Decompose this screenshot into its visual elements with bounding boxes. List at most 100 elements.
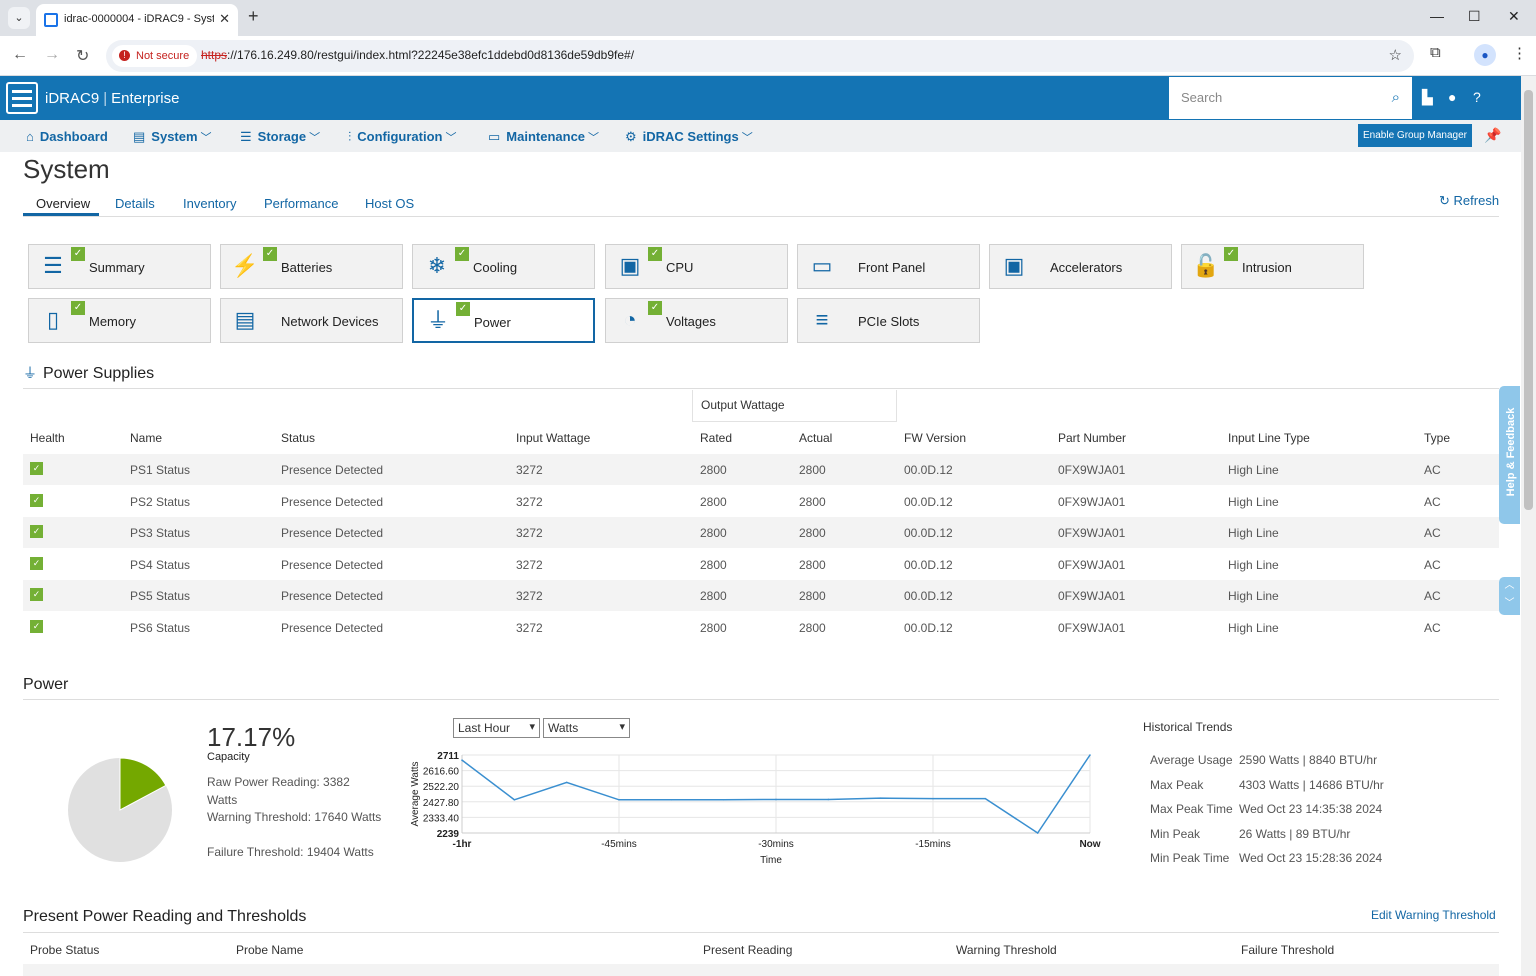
tile-batteries[interactable]: ⚡ ✓ Batteries [220, 244, 403, 289]
cell-rated: 2800 [700, 463, 727, 477]
nav-maintenance[interactable]: ▭ Maintenance ﹀ [488, 129, 600, 144]
tile-label: Batteries [281, 260, 333, 275]
chevron-down-icon: ﹀ [1504, 598, 1515, 609]
tile-label: Network Devices [281, 314, 379, 329]
summary-icon: ☰ [43, 253, 63, 278]
tile-label: Memory [89, 314, 136, 329]
trend-label: Max Peak [1150, 777, 1204, 792]
accelerator-icon: ▣ [1003, 253, 1025, 278]
x-tick-label: -45mins [601, 839, 637, 850]
url-field[interactable]: ! Not secure https://176.16.249.80/restg… [106, 40, 1414, 72]
cell-fw: 00.0D.12 [904, 589, 953, 603]
nav-dashboard[interactable]: ⌂ Dashboard [26, 129, 108, 144]
vertical-scrollbar[interactable] [1521, 76, 1536, 976]
y-tick-label: 2239 [437, 829, 460, 840]
col-fw-version: FW Version [904, 431, 967, 445]
cell-part: 0FX9WJA01 [1058, 557, 1126, 572]
maximize-icon[interactable]: ☐ [1468, 8, 1481, 24]
idrac-brand: iDRAC9 | Enterprise [45, 90, 180, 107]
close-tab-icon[interactable]: ✕ [219, 11, 230, 26]
reload-icon[interactable]: ↻ [76, 48, 90, 65]
browser-tab-title: idrac-0000004 - iDRAC9 - System [64, 13, 214, 25]
nav-system[interactable]: ▤ System ﹀ [133, 129, 212, 144]
tile-front-panel[interactable]: ▭ Front Panel [797, 244, 980, 289]
tab-inventory[interactable]: Inventory [183, 196, 237, 211]
battery-icon: ⚡ [231, 253, 259, 278]
back-icon[interactable]: ← [12, 46, 28, 63]
tab-performance[interactable]: Performance [264, 196, 339, 211]
health-ok-icon: ✓ [71, 247, 85, 261]
cell-actual: 2800 [799, 557, 826, 572]
tile-network-devices[interactable]: ▤ Network Devices [220, 298, 403, 343]
enable-group-manager-button[interactable]: Enable Group Manager [1358, 124, 1472, 147]
time-range-select[interactable]: Last Hour ▾ [453, 718, 540, 738]
cell-type: AC [1424, 526, 1441, 540]
tile-memory[interactable]: ▯ ✓ Memory [28, 298, 211, 343]
cell-rated: 2800 [700, 557, 727, 572]
monitor-icon: ▭ [488, 129, 501, 144]
cell-part: 0FX9WJA01 [1058, 589, 1126, 603]
power-heading: Power [23, 676, 69, 693]
bookmark-star-icon[interactable]: ☆ [1388, 47, 1402, 64]
power-usage-line-chart: 2711 2616.60 2522.20 2427.80 2333.40 2239-1hr… [410, 751, 1101, 866]
profile-avatar-icon[interactable]: ● [1474, 44, 1496, 66]
tile-summary[interactable]: ☰ ✓ Summary [28, 244, 211, 289]
browser-menu-icon[interactable]: ⋮ [1512, 45, 1527, 62]
forward-icon[interactable]: → [44, 46, 60, 63]
tab-search-chevron-icon[interactable]: ⌄ [8, 7, 30, 29]
search-input[interactable] [1181, 90, 1381, 105]
tab-details[interactable]: Details [115, 196, 155, 211]
tile-cpu[interactable]: ▣ ✓ CPU [605, 244, 788, 289]
cell-part: 0FX9WJA01 [1058, 463, 1126, 477]
nav-storage[interactable]: ☰ Storage ﹀ [240, 129, 321, 144]
health-ok-icon: ✓ [30, 493, 43, 507]
pin-icon[interactable]: 📌 [1484, 127, 1502, 143]
refresh-icon: ↻ [1439, 193, 1450, 208]
tile-pcie-slots[interactable]: ≡ PCIe Slots [797, 298, 980, 343]
tile-cooling[interactable]: ❄ ✓ Cooling [412, 244, 595, 289]
edit-warning-threshold-link[interactable]: Edit Warning Threshold [1371, 908, 1496, 922]
tab-host-os[interactable]: Host OS [365, 196, 415, 211]
cell-actual: 2800 [799, 620, 826, 635]
health-ok-icon: ✓ [648, 247, 662, 261]
col-input-wattage: Input Wattage [516, 431, 591, 445]
global-search: ⌕ [1168, 76, 1413, 120]
x-axis-label: Time [760, 855, 782, 866]
cell-name: PS6 Status [130, 620, 191, 635]
tasks-icon[interactable]: ▙ [1422, 89, 1433, 105]
tile-label: Cooling [473, 260, 518, 275]
tile-label: Voltages [666, 314, 716, 329]
unit-select[interactable]: Watts ▾ [543, 718, 630, 738]
cell-input: 3272 [516, 463, 543, 477]
tile-voltages[interactable]: ◔ ✓ Voltages [605, 298, 788, 343]
help-feedback-tab[interactable]: Help & Feedback [1499, 386, 1520, 524]
close-window-icon[interactable]: ✕ [1508, 8, 1520, 24]
refresh-link[interactable]: ↻ Refresh [1439, 193, 1500, 208]
browser-tab[interactable]: idrac-0000004 - iDRAC9 - System ✕ [36, 4, 238, 36]
help-icon[interactable]: ? [1473, 89, 1481, 105]
col-health: Health [30, 431, 65, 445]
minimize-icon[interactable]: — [1430, 8, 1444, 24]
not-secure-badge[interactable]: ! Not secure [112, 45, 198, 67]
cell-type: AC [1424, 463, 1441, 477]
divider [23, 388, 1499, 389]
table-row: ✓ PS4 Status Presence Detected 3272 2800 2800… [23, 549, 1499, 580]
cell-actual: 2800 [799, 589, 826, 603]
scrollbar-thumb[interactable] [1524, 90, 1533, 510]
search-icon[interactable]: ⌕ [1391, 89, 1400, 106]
health-ok-icon: ✓ [30, 619, 43, 633]
cell-line: High Line [1228, 463, 1279, 477]
cell-input: 3272 [516, 589, 543, 603]
tab-overview[interactable]: Overview [36, 196, 91, 211]
tile-intrusion[interactable]: 🔓 ✓ Intrusion [1181, 244, 1364, 289]
scroll-top-bottom-buttons[interactable]: ︿ ﹀ [1499, 577, 1520, 615]
nav-idrac-settings[interactable]: ⚙ iDRAC Settings ﹀ [625, 129, 753, 144]
x-tick-label: -1hr [453, 839, 472, 850]
extensions-icon[interactable]: ⧉ [1430, 44, 1441, 61]
nav-configuration[interactable]: ⫶ Configuration ﹀ [348, 129, 457, 144]
user-icon[interactable]: ● [1448, 89, 1457, 105]
cell-status: Presence Detected [281, 526, 384, 540]
tile-power[interactable]: ⏚ ✓ Power [412, 298, 595, 343]
new-tab-icon[interactable]: + [248, 6, 259, 26]
tile-accelerators[interactable]: ▣ Accelerators [989, 244, 1172, 289]
